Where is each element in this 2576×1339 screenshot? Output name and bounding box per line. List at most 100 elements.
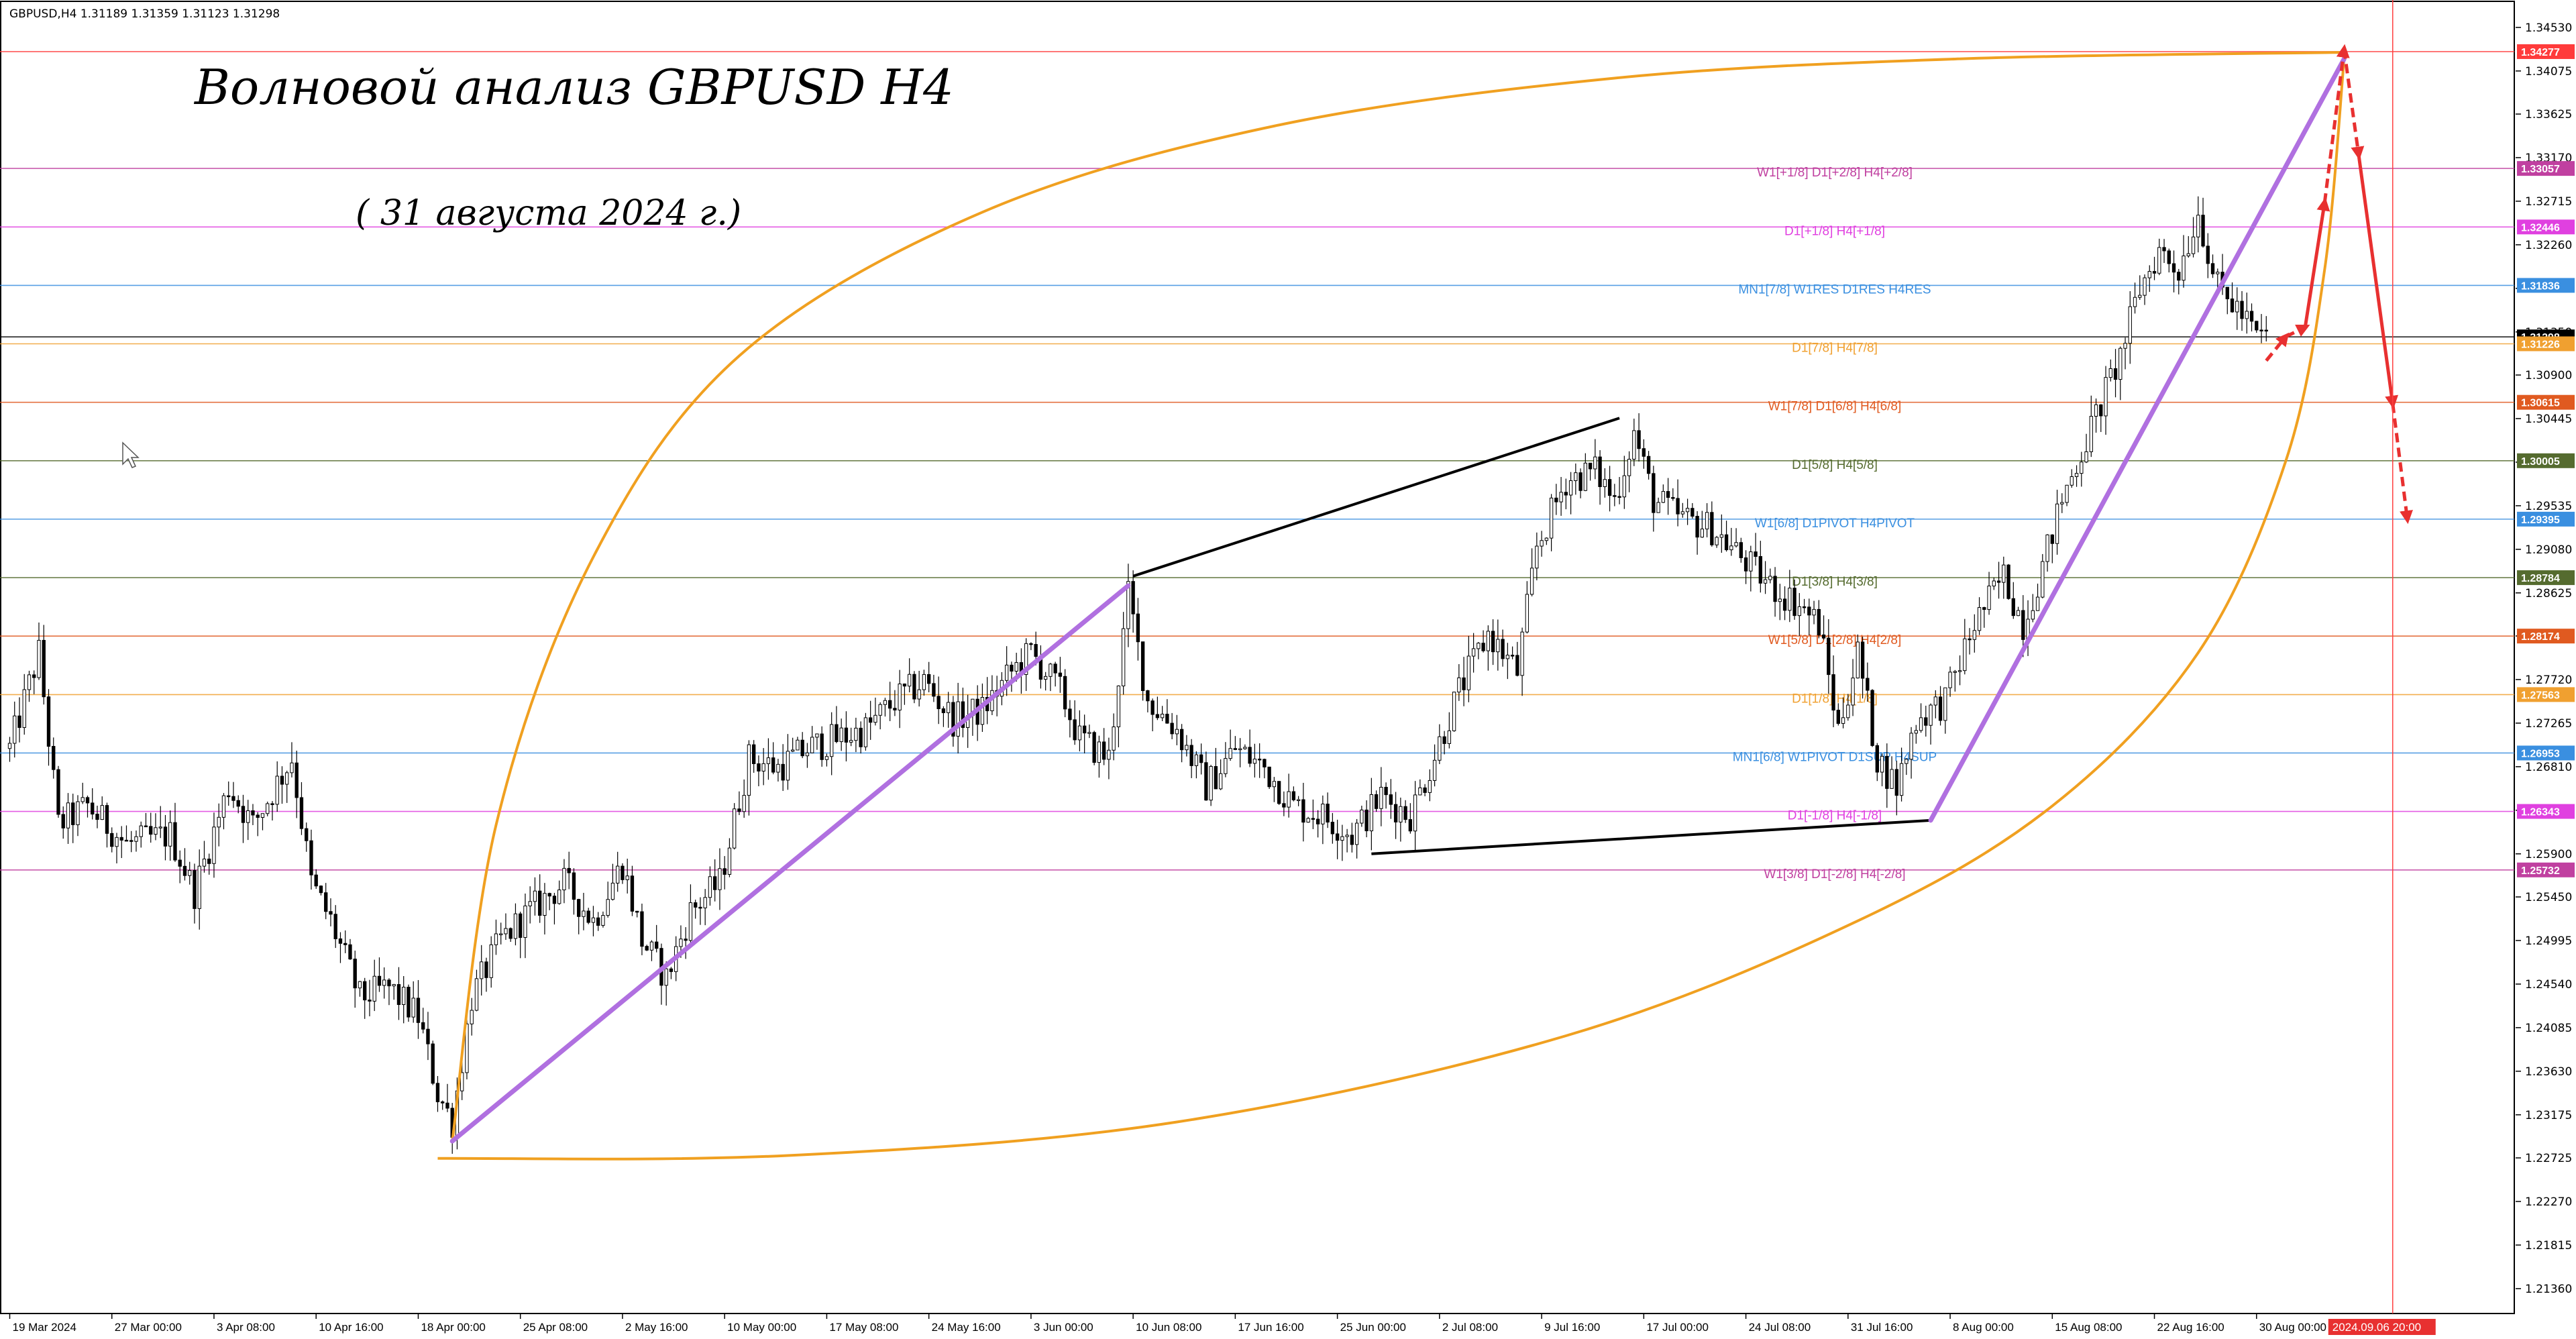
- candle-body: [2245, 311, 2249, 319]
- candle-body: [266, 803, 270, 814]
- candle-body: [766, 757, 771, 764]
- candle-body: [299, 797, 304, 829]
- time-tick-label: 18 Apr 00:00: [421, 1321, 485, 1334]
- candle-body: [129, 840, 133, 842]
- candle-body: [1851, 678, 1855, 706]
- candle-body: [314, 874, 318, 887]
- forecast-segment: [2303, 197, 2330, 328]
- candle-body: [722, 868, 727, 875]
- candle-body: [1782, 598, 1787, 611]
- candle-body: [1136, 613, 1140, 643]
- candle-body: [2113, 368, 2118, 380]
- candle-body: [1680, 511, 1685, 515]
- candle-body: [1496, 639, 1500, 653]
- candle-body: [46, 696, 51, 747]
- candle-body: [251, 810, 255, 816]
- candle-body: [582, 910, 586, 917]
- candle-body: [465, 1023, 469, 1073]
- candle-body: [815, 733, 819, 738]
- candle-body: [227, 795, 231, 798]
- time-tick-label: 17 Jul 00:00: [1646, 1321, 1709, 1334]
- chart-frame: [0, 1, 2515, 1314]
- time-tick-label: 10 Apr 16:00: [319, 1321, 383, 1334]
- candle-body: [85, 797, 90, 804]
- candle-body: [742, 795, 746, 812]
- candle-body: [319, 886, 323, 894]
- price-tick-label: 1.32260: [2525, 239, 2572, 252]
- candle-body: [893, 708, 897, 710]
- candle-body: [1661, 491, 1666, 503]
- candle-body: [1676, 498, 1680, 515]
- candle-body: [1836, 710, 1840, 724]
- level-price-tag-label: 1.28174: [2521, 631, 2560, 643]
- candle-body: [504, 928, 508, 934]
- candle-body: [572, 872, 576, 900]
- candle-body: [1797, 606, 1801, 617]
- candle-body: [290, 762, 294, 773]
- candle-body: [1024, 643, 1028, 675]
- candle-body: [2225, 286, 2229, 300]
- candle-body: [37, 639, 41, 678]
- mouse-pointer-icon: [122, 441, 140, 468]
- forecast-path: [2265, 0, 2413, 1314]
- candle-body: [387, 979, 391, 987]
- candle-body: [2235, 301, 2239, 313]
- price-tick-label: 1.21815: [2525, 1239, 2572, 1252]
- candle-body: [533, 890, 537, 902]
- candle-body: [1477, 643, 1481, 649]
- candle-body: [649, 941, 654, 951]
- candle-body: [1447, 730, 1452, 744]
- candle-body: [2255, 321, 2259, 331]
- candle-body: [1929, 704, 1933, 726]
- candle-body: [1326, 804, 1330, 823]
- candle-body: [951, 702, 955, 737]
- candle-body: [835, 724, 839, 743]
- chart-title: Волновой анализ GBPUSD H4: [193, 59, 954, 115]
- candle-body: [1010, 664, 1014, 672]
- candle-body: [1179, 729, 1184, 751]
- candle-body: [173, 822, 177, 861]
- candle-body: [1097, 741, 1102, 763]
- candle-body: [1607, 479, 1612, 496]
- price-series: [7, 196, 2268, 1154]
- candle-body: [13, 715, 17, 744]
- cursor-time-label: 2024.09.06 20:00: [2332, 1321, 2421, 1334]
- candle-body: [1316, 818, 1320, 824]
- candle-body: [883, 700, 888, 705]
- candle-body: [1063, 676, 1067, 710]
- candle-body: [1894, 769, 1898, 796]
- candle-body: [820, 733, 824, 760]
- candle-body: [1540, 540, 1544, 547]
- price-tick-label: 1.25450: [2525, 891, 2572, 904]
- candle-body: [241, 806, 246, 823]
- candle-body: [1014, 662, 1018, 672]
- candle-body: [1209, 766, 1213, 801]
- candle-body: [1544, 537, 1549, 541]
- price-tick-label: 1.34530: [2525, 21, 2572, 35]
- candle-body: [1438, 736, 1442, 761]
- candle-body: [2182, 255, 2186, 281]
- candle-body: [625, 875, 629, 880]
- candle-body: [669, 968, 674, 972]
- price-tick-label: 1.27265: [2525, 717, 2572, 731]
- candle-body: [1330, 822, 1335, 835]
- candle-body: [1739, 542, 1743, 558]
- candle-body: [1719, 534, 1724, 538]
- candle-body: [470, 1010, 474, 1024]
- candle-body: [2050, 534, 2054, 544]
- candle-body: [1758, 556, 1762, 584]
- candle-body: [1092, 732, 1096, 763]
- candle-body: [407, 987, 411, 1018]
- candle-body: [1700, 529, 1705, 538]
- candle-body: [1802, 606, 1807, 608]
- candle-body: [907, 674, 912, 687]
- candle-body: [193, 870, 197, 909]
- level-price-tag: [2517, 745, 2575, 761]
- candle-body: [1890, 769, 1894, 789]
- candle-body: [1831, 674, 1835, 711]
- candle-body: [382, 979, 386, 986]
- time-tick-label: 25 Jun 00:00: [1340, 1321, 1406, 1334]
- candle-body: [1082, 725, 1087, 734]
- candle-body: [868, 717, 873, 723]
